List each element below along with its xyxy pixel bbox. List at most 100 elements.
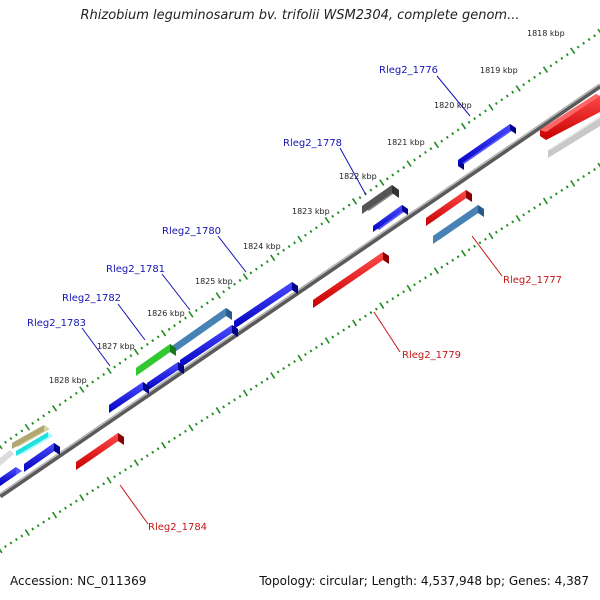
- gene-label-top[interactable]: Rleg2_1778: [283, 138, 342, 149]
- gene-label-top[interactable]: Rleg2_1782: [62, 293, 121, 304]
- tick-mark: [24, 423, 30, 431]
- tick-mark: [560, 188, 564, 192]
- gene-rleg2-1780[interactable]: [234, 282, 298, 329]
- gene-blue-1782b[interactable]: [147, 362, 184, 391]
- gene-rleg2-1778[interactable]: [373, 205, 408, 232]
- tick-mark: [9, 436, 13, 441]
- tick-mark: [538, 71, 542, 75]
- kbp-label: 1819 kbp: [480, 66, 518, 75]
- tick-mark: [173, 324, 176, 328]
- tick-mark: [342, 328, 346, 332]
- gene-rleg2-1783[interactable]: [109, 382, 149, 413]
- tick-mark: [227, 401, 231, 405]
- tick-mark: [14, 433, 18, 437]
- tick-mark: [276, 370, 280, 374]
- gene-label-bottom[interactable]: Rleg2_1779: [402, 350, 461, 361]
- tick-mark: [211, 412, 215, 416]
- tick-mark: [406, 284, 412, 292]
- tick-mark: [145, 454, 149, 458]
- tick-mark: [188, 424, 194, 432]
- tick-mark: [593, 34, 596, 38]
- gene-rleg2-1779[interactable]: [313, 252, 389, 308]
- tick-mark: [429, 147, 433, 151]
- gene-rleg2-1782[interactable]: [136, 344, 176, 376]
- tick-mark: [113, 365, 116, 369]
- gene-rleg2-1784[interactable]: [76, 433, 124, 470]
- gene-rleg2-1776[interactable]: [458, 124, 516, 170]
- tick-mark: [424, 276, 427, 280]
- tick-mark: [445, 135, 449, 139]
- tick-mark: [282, 248, 286, 252]
- tick-mark: [538, 202, 542, 206]
- tick-mark: [527, 209, 531, 213]
- tick-mark: [494, 230, 498, 234]
- gene-label-top[interactable]: Rleg2_1781: [106, 264, 165, 275]
- tick-mark: [500, 227, 504, 231]
- gene-blue-left[interactable]: [24, 443, 60, 472]
- gene-red-topright[interactable]: [540, 94, 600, 140]
- tick-mark: [358, 196, 362, 200]
- tick-mark: [369, 311, 373, 315]
- tick-mark: [347, 203, 351, 207]
- tick-mark: [418, 154, 422, 158]
- tick-mark: [222, 405, 226, 409]
- tick-mark: [4, 440, 7, 444]
- gene-cyan[interactable]: [16, 432, 53, 456]
- tick-mark: [331, 214, 335, 218]
- tick-mark: [402, 166, 406, 169]
- tick-mark: [406, 160, 412, 168]
- tick-mark: [391, 173, 395, 177]
- gene-label-bottom[interactable]: Rleg2_1784: [148, 522, 207, 533]
- tick-mark: [156, 335, 160, 339]
- tick-mark: [47, 410, 51, 414]
- tick-mark: [106, 367, 112, 375]
- tick-mark: [20, 429, 24, 433]
- tick-mark: [460, 122, 467, 130]
- gene-blue-mid[interactable]: [180, 325, 238, 368]
- tick-mark: [570, 47, 576, 55]
- tick-mark: [522, 83, 526, 87]
- tick-mark: [211, 297, 215, 301]
- tick-mark: [587, 37, 591, 42]
- kbp-label: 1825 kbp: [195, 277, 233, 286]
- forward-genes[interactable]: [0, 124, 516, 486]
- gene-rleg2-1777[interactable]: [433, 205, 484, 244]
- tick-mark: [188, 310, 194, 318]
- tick-mark: [565, 53, 569, 57]
- tick-mark: [74, 499, 78, 503]
- accession-text: Accession: NC_011369: [10, 574, 147, 588]
- gene-lightgray-topright[interactable]: [548, 116, 600, 158]
- tick-mark: [484, 237, 487, 241]
- gene-gray[interactable]: [362, 185, 399, 214]
- gene-label-bottom[interactable]: Rleg2_1777: [503, 275, 562, 286]
- tick-mark: [451, 258, 455, 262]
- tick-mark: [522, 213, 526, 217]
- tick-mark: [391, 297, 395, 301]
- tick-mark: [118, 361, 122, 365]
- tick-mark: [79, 386, 85, 393]
- gene-label-top[interactable]: Rleg2_1780: [162, 226, 221, 237]
- tick-mark: [31, 527, 35, 531]
- tick-mark: [374, 307, 378, 311]
- tick-mark: [233, 398, 236, 402]
- tick-mark: [582, 41, 586, 45]
- gene-blue-edge[interactable]: [0, 467, 22, 486]
- gene-red-1777a[interactable]: [426, 190, 472, 226]
- tick-mark: [85, 384, 89, 388]
- reverse-genes[interactable]: [76, 94, 600, 470]
- gene-label-top[interactable]: Rleg2_1776: [379, 65, 438, 76]
- tick-mark: [85, 492, 89, 496]
- tick-mark: [429, 272, 433, 276]
- tick-mark: [424, 150, 427, 154]
- tick-mark: [79, 494, 85, 502]
- tick-mark: [320, 222, 324, 226]
- gene-lightgray-edge[interactable]: [0, 450, 14, 466]
- tick-mark: [0, 444, 3, 450]
- gene-rleg2-1781[interactable]: [172, 308, 232, 354]
- gene-label-top[interactable]: Rleg2_1783: [27, 318, 86, 329]
- gene-khaki[interactable]: [12, 425, 50, 449]
- tick-mark: [587, 171, 591, 175]
- tick-mark: [385, 177, 389, 181]
- tick-mark: [379, 302, 385, 310]
